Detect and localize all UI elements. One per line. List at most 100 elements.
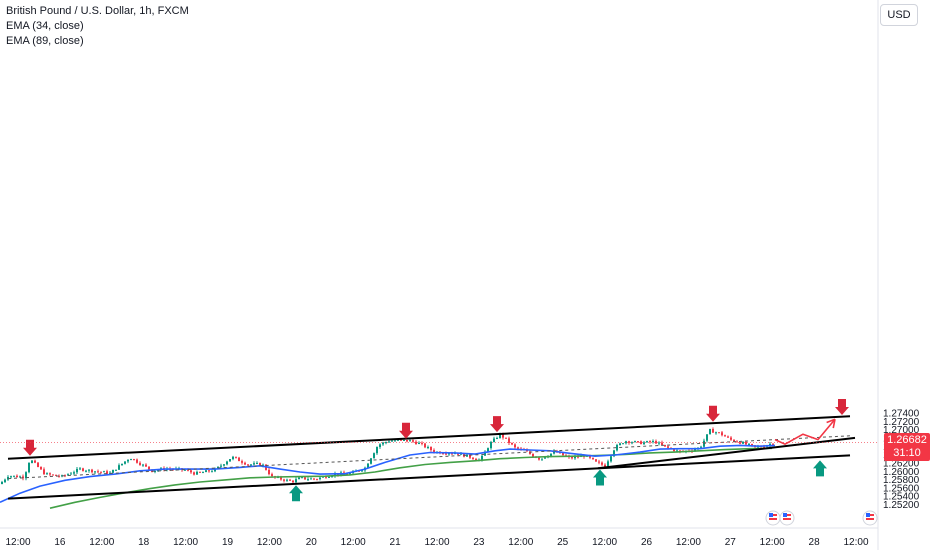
candle-body <box>370 458 372 464</box>
currency-button[interactable]: USD <box>880 4 918 26</box>
candle-body <box>46 473 48 475</box>
projection-path <box>774 418 836 445</box>
candle-body <box>145 464 147 467</box>
candle-body <box>628 441 630 443</box>
candle-body <box>307 479 309 481</box>
candle-body <box>349 473 351 475</box>
ema-fast-legend[interactable]: EMA (34, close) <box>6 20 84 32</box>
candle-body <box>646 441 648 443</box>
candle-body <box>142 464 144 466</box>
candle-body <box>451 453 453 455</box>
candle-body <box>658 442 660 444</box>
candle-body <box>316 479 318 481</box>
candle-body <box>733 439 735 442</box>
candle-body <box>724 435 726 437</box>
candle-body <box>751 443 753 446</box>
candle-body <box>211 471 213 473</box>
candle-body <box>511 442 513 445</box>
flash-event-icon <box>765 510 781 526</box>
channel-lower-line <box>7 454 851 500</box>
candle-body <box>706 434 708 441</box>
candle-body <box>73 472 75 474</box>
candle-body <box>538 457 540 460</box>
time-tick-label: 12:00 <box>173 537 198 548</box>
candle-body <box>598 461 600 463</box>
candle-body <box>742 441 744 444</box>
candle-body <box>550 453 552 457</box>
candle-body <box>625 441 627 444</box>
price-tick-label: 1.25200 <box>883 500 920 511</box>
candle-body <box>298 477 300 480</box>
candles-layer <box>1 427 774 485</box>
ema-slow-layer <box>49 447 773 509</box>
candle-body <box>571 457 573 459</box>
projection-arrowhead <box>832 419 836 429</box>
candle-body <box>541 458 543 460</box>
candle-body <box>52 474 54 476</box>
price-tick-label: 1.25600 <box>883 483 920 494</box>
candle-body <box>271 474 273 477</box>
candle-body <box>208 470 210 472</box>
candle-body <box>379 444 381 447</box>
candle-body <box>544 457 546 459</box>
channel-upper-line <box>7 415 851 460</box>
candle-body <box>55 474 57 476</box>
candle-body <box>223 464 225 466</box>
candle-body <box>124 461 126 464</box>
candle-body <box>238 457 240 462</box>
candle-body <box>640 441 642 445</box>
candle-body <box>58 475 60 477</box>
time-tick-label: 19 <box>222 537 234 548</box>
ema-slow-legend[interactable]: EMA (89, close) <box>6 35 84 47</box>
candle-body <box>412 440 414 442</box>
support-line <box>597 436 856 470</box>
candle-body <box>667 446 669 448</box>
candle-body <box>388 441 390 443</box>
candle-body <box>319 477 321 480</box>
down-arrow-icon <box>835 399 849 416</box>
candle-body <box>430 446 432 451</box>
candle-body <box>715 432 717 434</box>
channel-mid-line <box>7 435 851 480</box>
candle-body <box>391 440 393 442</box>
time-tick-label: 12:00 <box>760 537 785 548</box>
candle-body <box>466 454 468 457</box>
candle-body <box>115 469 117 471</box>
candle-body <box>652 441 654 443</box>
candle-body <box>79 468 81 470</box>
candle-body <box>76 468 78 473</box>
candle-body <box>400 439 402 441</box>
candle-body <box>22 476 24 479</box>
candle-body <box>70 473 72 475</box>
candle-body <box>268 469 270 475</box>
candle-body <box>373 453 375 459</box>
candle-body <box>700 446 702 448</box>
time-tick-label: 20 <box>306 537 318 548</box>
candle-body <box>508 438 510 443</box>
candle-body <box>532 453 534 457</box>
candle-body <box>136 459 138 463</box>
candle-body <box>139 462 141 465</box>
candle-body <box>445 453 447 455</box>
candle-body <box>376 446 378 454</box>
candle-body <box>772 443 774 445</box>
time-tick-label: 16 <box>54 537 66 548</box>
candle-body <box>736 441 738 443</box>
candle-body <box>334 473 336 477</box>
last-price-value: 1.26682 <box>887 434 927 447</box>
candle-body <box>673 448 675 452</box>
candle-body <box>502 433 504 438</box>
candle-body <box>202 472 204 474</box>
price-tick-label: 1.27200 <box>883 417 920 428</box>
candle-body <box>607 461 609 467</box>
candle-body <box>433 450 435 453</box>
up-arrow-icon <box>289 485 303 502</box>
candle-body <box>469 454 471 458</box>
candle-body <box>103 471 105 473</box>
candle-body <box>232 456 234 460</box>
last-price-tag: 1.26682 31:10 <box>884 433 930 462</box>
symbol-title[interactable]: British Pound / U.S. Dollar, 1h, FXCM <box>6 5 189 17</box>
candle-body <box>517 447 519 449</box>
